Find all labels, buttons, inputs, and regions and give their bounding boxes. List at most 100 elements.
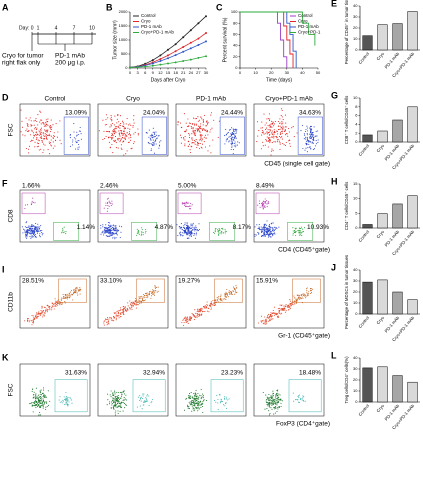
dot xyxy=(268,202,270,204)
dot xyxy=(21,126,24,128)
dot xyxy=(153,132,155,134)
dot xyxy=(116,118,118,120)
panel-letter: D xyxy=(2,92,9,102)
dot xyxy=(69,145,71,147)
dot xyxy=(144,232,146,234)
dot xyxy=(224,295,227,297)
dot xyxy=(148,136,150,138)
dot xyxy=(271,402,273,404)
dot xyxy=(114,393,116,395)
dot xyxy=(28,119,30,121)
dot xyxy=(285,141,287,144)
dot xyxy=(197,404,199,406)
dot xyxy=(37,312,39,315)
dot xyxy=(114,115,116,117)
dot xyxy=(266,133,269,135)
dot xyxy=(232,153,234,155)
dot xyxy=(74,288,76,290)
dot xyxy=(71,294,74,296)
bar xyxy=(377,279,388,315)
dot xyxy=(272,395,275,397)
dot xyxy=(79,130,81,132)
dot xyxy=(80,288,82,291)
dot xyxy=(42,132,44,134)
dot xyxy=(120,391,122,393)
dot xyxy=(200,116,202,118)
treatment-text: 200 μg i.p. xyxy=(55,60,86,67)
dot xyxy=(227,399,229,401)
dot xyxy=(192,139,194,141)
dot xyxy=(213,119,215,121)
y-axis-label: Treg cells/CD4⁺ cells(%) xyxy=(344,356,349,404)
dot xyxy=(225,401,227,404)
dot xyxy=(151,400,153,402)
dot xyxy=(261,235,263,237)
category-label: Control xyxy=(357,229,370,243)
category-label: Control xyxy=(357,403,370,417)
dot xyxy=(39,226,41,228)
dot xyxy=(275,395,277,397)
dot xyxy=(34,235,37,237)
dot xyxy=(275,312,277,314)
dot xyxy=(306,140,308,142)
dot xyxy=(266,136,268,138)
dot xyxy=(117,310,119,312)
dot xyxy=(34,146,36,148)
dot xyxy=(102,224,104,226)
dot xyxy=(197,397,199,399)
dot xyxy=(267,405,269,407)
dot xyxy=(210,112,212,114)
dot xyxy=(258,202,261,204)
dot xyxy=(27,318,29,320)
y-axis-label: FSC xyxy=(8,383,15,396)
dot xyxy=(129,139,132,141)
dot xyxy=(262,145,264,147)
dot xyxy=(49,400,51,402)
dot xyxy=(43,314,45,316)
dot xyxy=(306,125,308,127)
dot xyxy=(277,120,280,123)
dot xyxy=(231,139,233,141)
dot xyxy=(30,226,32,228)
dot xyxy=(28,226,30,228)
dot xyxy=(276,313,278,315)
dot xyxy=(64,294,66,296)
dot xyxy=(198,147,200,150)
dot xyxy=(284,311,286,313)
dot xyxy=(69,397,71,399)
dot xyxy=(134,303,136,305)
dot xyxy=(64,399,67,401)
dot xyxy=(263,229,265,231)
dot xyxy=(117,403,119,405)
dot xyxy=(199,131,201,133)
dot xyxy=(40,414,42,416)
dot xyxy=(204,129,206,131)
dot xyxy=(212,231,215,234)
dot xyxy=(117,397,119,399)
dot xyxy=(197,144,199,146)
dot xyxy=(115,228,117,230)
dot xyxy=(153,294,156,296)
gate-percent: 19.27% xyxy=(178,278,200,285)
dot xyxy=(309,146,311,148)
dot xyxy=(103,324,105,326)
dot xyxy=(225,293,227,295)
dot xyxy=(27,232,29,234)
dot xyxy=(281,109,283,111)
dot xyxy=(118,124,120,126)
category-label: Cryo xyxy=(375,229,385,240)
dot xyxy=(282,142,284,145)
dot xyxy=(46,304,48,307)
dot xyxy=(42,312,44,314)
dot xyxy=(32,321,34,323)
dot xyxy=(110,116,112,118)
dot xyxy=(32,140,34,142)
dot xyxy=(180,234,182,236)
dot xyxy=(293,136,295,138)
growth-point xyxy=(129,66,131,69)
dot xyxy=(61,303,63,306)
dot xyxy=(274,402,276,404)
dot xyxy=(198,128,200,130)
dot xyxy=(25,130,27,132)
dot xyxy=(191,401,193,403)
